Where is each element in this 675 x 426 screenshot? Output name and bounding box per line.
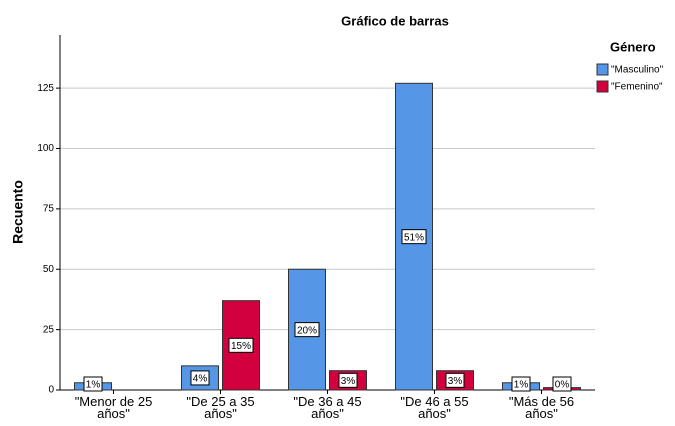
- x-tick-label-box: "De 25 a 35 años": [186, 396, 255, 421]
- data-label-box: [511, 376, 531, 392]
- x-tick-label: "Menor de 25 años": [74, 396, 153, 421]
- data-label-box: [445, 372, 465, 388]
- x-tick-label: "De 46 a 55 años": [400, 396, 469, 421]
- y-tick-label: 25: [43, 324, 55, 335]
- data-label: 4%: [193, 374, 208, 385]
- data-label: 15%: [231, 341, 251, 352]
- legend-swatch: [596, 80, 609, 93]
- y-tick-label: 125: [37, 83, 54, 94]
- x-tick-label: "De 25 a 35 años": [186, 396, 255, 421]
- y-tick-label: 75: [43, 204, 55, 215]
- legend-title: Género: [610, 39, 656, 54]
- y-tick-label: 50: [43, 264, 55, 275]
- x-tick-label-box: "De 46 a 55 años": [400, 396, 469, 421]
- data-label-box: [338, 372, 358, 388]
- data-label: 1%: [86, 380, 101, 391]
- legend-label: "Femenino": [611, 82, 663, 93]
- y-tick-label: 0: [48, 385, 54, 396]
- y-tick-label: 100: [37, 143, 54, 154]
- x-tick-label-box: "Más de 56 años": [508, 396, 575, 421]
- data-label: 3%: [341, 376, 356, 387]
- chart-title: Gráfico de barras: [341, 13, 449, 28]
- data-label: 51%: [404, 232, 424, 243]
- x-tick-label: "Más de 56 años": [508, 396, 575, 421]
- data-label-box: [401, 229, 427, 245]
- legend-swatch: [596, 63, 609, 76]
- data-label: 0%: [555, 380, 570, 391]
- data-label: 1%: [514, 380, 529, 391]
- y-axis-label: Recuento: [10, 180, 26, 244]
- data-label-box: [228, 337, 254, 353]
- x-tick-label: "De 36 a 45 años": [293, 396, 362, 421]
- data-label-box: [294, 322, 320, 338]
- data-label: 20%: [297, 325, 317, 336]
- data-label-box: [83, 376, 103, 392]
- data-label: 3%: [448, 376, 463, 387]
- x-tick-label-box: "De 36 a 45 años": [293, 396, 362, 421]
- legend-label: "Masculino": [611, 65, 664, 76]
- data-label-box: [552, 376, 572, 392]
- data-label-box: [190, 370, 210, 386]
- x-tick-label-box: "Menor de 25 años": [74, 396, 153, 421]
